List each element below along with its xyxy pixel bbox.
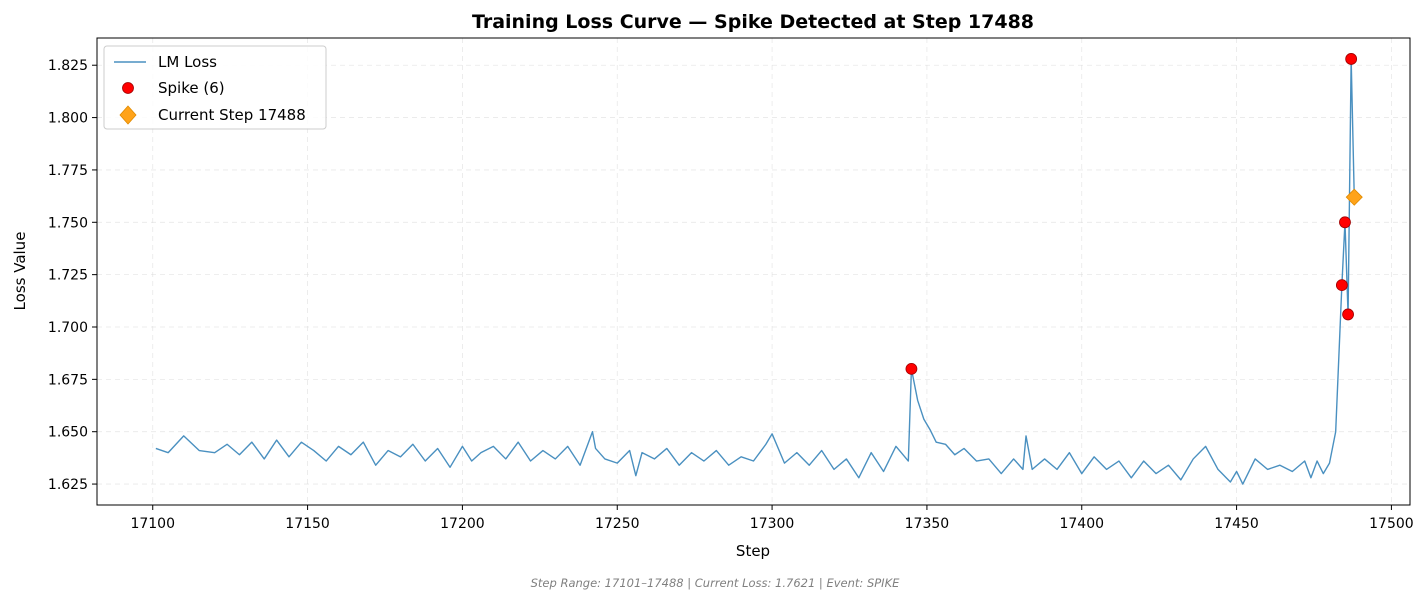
x-tick-label: 17300 (750, 516, 795, 532)
spike-point (1345, 53, 1358, 65)
y-tick-label: 1.675 (48, 372, 88, 388)
series-lm-loss (155, 58, 1355, 485)
spike-point (1342, 308, 1354, 321)
y-tick-label: 1.650 (48, 425, 88, 441)
y-tick-label: 1.775 (48, 163, 88, 179)
legend-label-current-step: Current Step 17488 (158, 106, 306, 124)
lm-loss-line (155, 58, 1355, 485)
x-tick-label: 17150 (285, 516, 330, 532)
current-step-point (1345, 188, 1363, 206)
x-tick-label: 17500 (1369, 516, 1414, 532)
current-step-marker (1345, 188, 1363, 206)
x-axis-label: Step (736, 542, 770, 560)
y-tick-label: 1.725 (48, 268, 88, 284)
legend-label-spike: Spike (6) (158, 79, 225, 97)
y-axis-label: Loss Value (11, 232, 29, 311)
legend-current-swatch (119, 105, 137, 125)
x-tick-label: 17100 (130, 516, 175, 532)
footer-summary: Step Range: 17101–17488 | Current Loss: … (531, 576, 900, 590)
legend-label-lm-loss: LM Loss (158, 53, 217, 71)
y-tick-label: 1.800 (48, 111, 88, 127)
y-tick-label: 1.625 (48, 477, 88, 493)
spike-point (1339, 216, 1351, 229)
plot-frame (96, 37, 1411, 506)
x-axis-ticks: 17100 17150 17200 17250 17300 17350 17400 17450… (130, 505, 1414, 532)
y-tick-label: 1.700 (48, 320, 88, 336)
chart-title: Training Loss Curve — Spike Detected at … (472, 11, 1034, 33)
spike-point (1335, 279, 1348, 292)
x-tick-label: 17200 (440, 516, 485, 532)
legend-spike-swatch (122, 82, 134, 94)
legend-box (103, 45, 327, 130)
x-tick-label: 17250 (595, 516, 640, 532)
x-tick-label: 17400 (1059, 516, 1104, 532)
y-axis-ticks: 1.625 1.650 1.675 1.700 1.725 1.750 1.775 1.800… (48, 58, 97, 493)
legend: LM Loss Spike (6) Current Step 17488 (103, 45, 327, 130)
y-tick-label: 1.750 (48, 215, 88, 231)
spike-point (905, 362, 918, 375)
spike-markers (905, 53, 1358, 375)
x-tick-label: 17350 (905, 516, 950, 532)
x-tick-label: 17450 (1214, 516, 1259, 532)
y-tick-label: 1.825 (48, 58, 88, 74)
